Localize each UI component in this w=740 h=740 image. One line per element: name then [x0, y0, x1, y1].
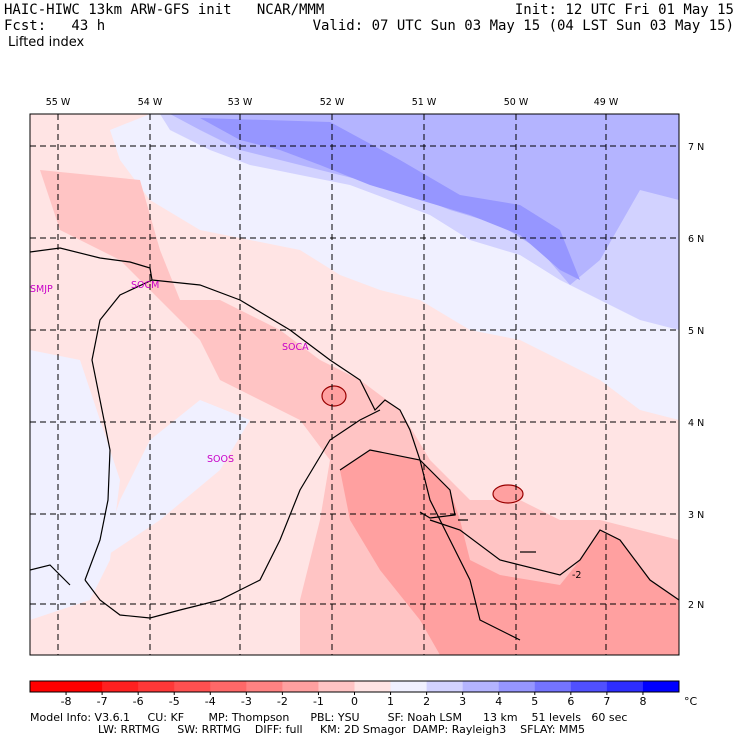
contour-label: -2: [572, 570, 581, 581]
colorbar-swatch: [102, 681, 139, 692]
lon-label-55w: 55 W: [46, 97, 71, 108]
lon-label-51w: 51 W: [412, 97, 437, 108]
colorbar-tick-label: 7: [603, 695, 610, 708]
colorbar-swatch: [282, 681, 319, 692]
lat-label-3n: 3 N: [688, 510, 704, 521]
colorbar-tick-label: 5: [531, 695, 538, 708]
model-info-line2: LW: RRTMG SW: RRTMG DIFF: full KM: 2D Sm…: [98, 723, 585, 736]
colorbar-tick-label: 1: [387, 695, 394, 708]
colorbar-tick-label: 6: [567, 695, 574, 708]
colorbar-swatch: [246, 681, 283, 692]
valid-time: Valid: 07 UTC Sun 03 May 15 (04 LST Sun …: [312, 18, 734, 34]
colorbar-tick-label: -2: [277, 695, 288, 708]
colorbar-swatch: [498, 681, 536, 692]
colorbar-tick-label: -4: [205, 695, 216, 708]
colorbar-swatch: [354, 681, 392, 692]
colorbar-swatch: [210, 681, 247, 692]
lon-label-54w: 54 W: [138, 97, 163, 108]
colorbar-swatch: [534, 681, 572, 692]
lon-label-53w: 53 W: [228, 97, 253, 108]
colorbar-tick-label: 8: [639, 695, 646, 708]
model-title: HAIC-HIWC 13km ARW-GFS init NCAR/MMM: [4, 2, 325, 18]
colorbar-swatch: [462, 681, 500, 692]
shaded-field: [30, 114, 679, 655]
lat-label-4n: 4 N: [688, 418, 704, 429]
colorbar-tick-label: 0: [351, 695, 358, 708]
contour-m2-blob-2: [492, 484, 524, 504]
lon-label-50w: 50 W: [504, 97, 529, 108]
border-suriname-fg: [151, 279, 521, 641]
colorbar-swatch: [30, 681, 67, 692]
field-region-3to4: [200, 118, 580, 280]
colorbar-tick-label: -7: [97, 695, 108, 708]
border-sw: [30, 564, 71, 586]
field-name: Lifted index: [8, 35, 85, 50]
colorbar-tick-label: 3: [459, 695, 466, 708]
contour-m2-blob: [321, 385, 347, 407]
contour-m2-main: [339, 449, 456, 519]
colorbar-swatch: [426, 681, 464, 692]
forecast-hour: Fcst: 43 h: [4, 18, 106, 34]
lat-label-7n: 7 N: [688, 142, 704, 153]
map-frame: [29, 113, 680, 656]
station-soca: SOCA: [282, 342, 309, 353]
colorbar-swatch: [138, 681, 175, 692]
station-labels: SMJP SOCM SOCA SOOS: [30, 280, 309, 465]
colorbar-tick-label: 4: [495, 695, 502, 708]
colorbar-tick-label: -3: [241, 695, 252, 708]
colorbar-swatch: [66, 681, 103, 692]
colorbar-swatch: [570, 681, 608, 692]
graticule: [30, 114, 679, 655]
colorbar-unit: °C: [684, 695, 698, 708]
field-region-m2-blob: [322, 386, 346, 406]
colorbar-swatch: [606, 681, 644, 692]
init-time: Init: 12 UTC Fri 01 May 15: [514, 2, 734, 18]
colorbar: -8 -7 -6 -5 -4 -3 -2 -1 0 1 2 3 4 5 6 7 8 °C: [29, 680, 698, 708]
colorbar-tick-label: -1: [313, 695, 324, 708]
contour-m2-south: [429, 519, 679, 601]
colorbar-swatch: [174, 681, 211, 692]
lon-labels: 55 W 54 W 53 W 52 W 51 W 50 W 49 W: [46, 97, 619, 108]
field-region-0to1-west: [30, 350, 120, 620]
lat-labels: 7 N 6 N 5 N 4 N 3 N 2 N: [688, 142, 704, 611]
field-region-0to1-interior: [100, 400, 250, 560]
field-region-m1tom2-north: [40, 170, 679, 655]
lon-label-52w: 52 W: [320, 97, 345, 108]
lat-label-5n: 5 N: [688, 326, 704, 337]
colorbar-tick-label: -5: [169, 695, 180, 708]
colorbar-swatch: [318, 681, 355, 692]
lon-label-49w: 49 W: [594, 97, 619, 108]
model-info-line1: Model Info: V3.6.1 CU: KF MP: Thompson P…: [30, 711, 628, 724]
colorbar-tick-label: 2: [423, 695, 430, 708]
lat-label-2n: 2 N: [688, 600, 704, 611]
station-smjp: SMJP: [30, 284, 53, 295]
lat-label-6n: 6 N: [688, 234, 704, 245]
colorbar-swatch: [642, 681, 680, 692]
colorbar-tick-label: -8: [61, 695, 72, 708]
station-soos: SOOS: [207, 454, 234, 465]
colorbar-swatch: [390, 681, 428, 692]
colorbar-tick-label: -6: [133, 695, 144, 708]
border-suriname-guyana: [30, 247, 153, 581]
station-socm: SOCM: [131, 280, 159, 291]
